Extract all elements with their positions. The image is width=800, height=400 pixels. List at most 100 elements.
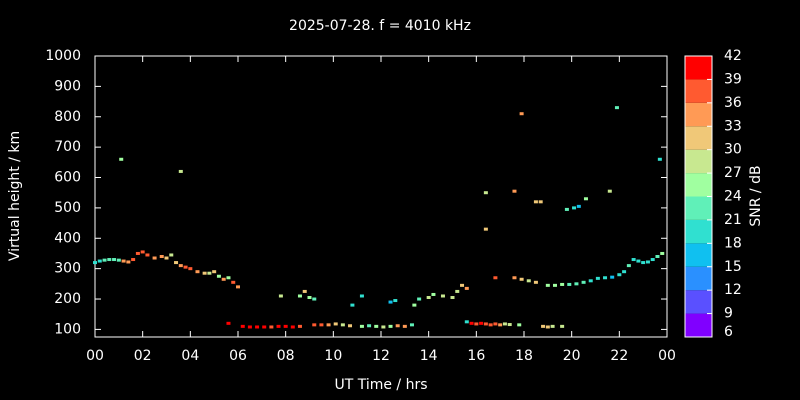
y-tick-label: 700 (54, 139, 81, 155)
data-point (464, 320, 469, 324)
data-point (255, 325, 260, 329)
data-point (502, 322, 507, 326)
colorbar-segment (685, 102, 712, 127)
data-point (583, 197, 588, 201)
data-point (374, 324, 379, 328)
data-point (564, 207, 569, 211)
x-tick-label: 04 (181, 348, 199, 364)
data-point (483, 322, 488, 326)
colorbar-tick-label: 15 (724, 259, 742, 275)
colorbar-segment (685, 290, 712, 314)
colorbar-segment (685, 79, 712, 103)
data-point (283, 324, 288, 328)
data-point (650, 258, 655, 262)
data-point (236, 285, 240, 289)
data-point (393, 299, 398, 303)
colorbar-segment (685, 313, 712, 337)
data-point (517, 323, 522, 327)
data-point (641, 261, 646, 265)
data-point (622, 270, 627, 274)
colorbar-tick-label: 36 (724, 95, 742, 111)
data-point (131, 258, 136, 262)
data-point (359, 294, 364, 298)
colorbar-tick-label: 39 (724, 71, 742, 87)
data-point (576, 204, 581, 208)
colorbar-segment (685, 219, 712, 244)
data-point (126, 260, 131, 264)
data-point (533, 200, 538, 204)
colorbar-tick-label: 21 (724, 212, 742, 228)
x-tick-label: 16 (467, 348, 485, 364)
data-point (145, 253, 150, 257)
x-tick-label: 06 (229, 348, 247, 364)
data-point (216, 274, 221, 278)
y-tick-label: 100 (54, 321, 81, 337)
data-point (169, 253, 174, 257)
data-point (626, 264, 631, 268)
colorbar-tick-label: 42 (724, 48, 742, 64)
data-point (174, 261, 179, 265)
colorbar-tick-label: 6 (724, 324, 733, 340)
data-point (450, 296, 455, 300)
data-point (469, 321, 474, 325)
colorbar-segment (685, 266, 712, 291)
data-point (483, 191, 488, 195)
data-point (431, 292, 436, 296)
data-point (226, 276, 231, 280)
data-point (572, 206, 577, 210)
data-point (545, 283, 550, 287)
data-point (474, 322, 479, 326)
data-point (660, 251, 665, 255)
data-point (121, 259, 126, 263)
data-point (655, 254, 660, 258)
x-tick-label: 00 (86, 348, 104, 364)
data-point (388, 300, 393, 304)
y-tick-label: 1000 (45, 48, 81, 64)
colorbar-tick-label: 24 (724, 189, 742, 205)
data-point (409, 323, 414, 327)
colorbar-tick-label: 12 (724, 282, 742, 298)
data-point (519, 112, 524, 116)
x-axis-label: UT Time / hrs (334, 377, 427, 393)
data-point (278, 294, 283, 298)
colorbar-segment (685, 173, 712, 197)
colorbar-label: SNR / dB (748, 165, 764, 226)
data-point (493, 276, 498, 280)
x-tick-label: 22 (610, 348, 628, 364)
data-point (541, 324, 546, 328)
data-point (493, 322, 498, 326)
x-tick-label: 02 (134, 348, 152, 364)
y-tick-label: 400 (54, 230, 81, 246)
x-tick-label: 00 (658, 348, 676, 364)
data-point (188, 267, 193, 271)
data-point (610, 275, 615, 279)
data-point (302, 289, 307, 293)
data-point (195, 270, 200, 274)
data-point (519, 277, 524, 281)
colorbar-segment (685, 56, 712, 80)
data-point (350, 303, 355, 307)
data-point (140, 250, 145, 254)
chart-title: 2025-07-28. f = 4010 kHz (289, 18, 471, 34)
data-point (367, 324, 372, 328)
data-point (507, 323, 512, 327)
data-point (560, 324, 565, 328)
data-point (603, 276, 608, 280)
data-point (164, 256, 169, 260)
data-point (202, 271, 207, 275)
y-axis-label: Virtual height / km (7, 131, 23, 261)
data-point (381, 325, 386, 329)
y-tick-label: 300 (54, 261, 81, 277)
y-tick-label: 600 (54, 170, 81, 186)
data-point (276, 324, 281, 328)
x-tick-label: 20 (563, 348, 581, 364)
data-point (319, 323, 324, 327)
y-tick-label: 800 (54, 109, 81, 125)
data-point (657, 157, 662, 161)
data-point (455, 289, 460, 293)
data-point (112, 258, 117, 262)
data-point (614, 106, 619, 110)
